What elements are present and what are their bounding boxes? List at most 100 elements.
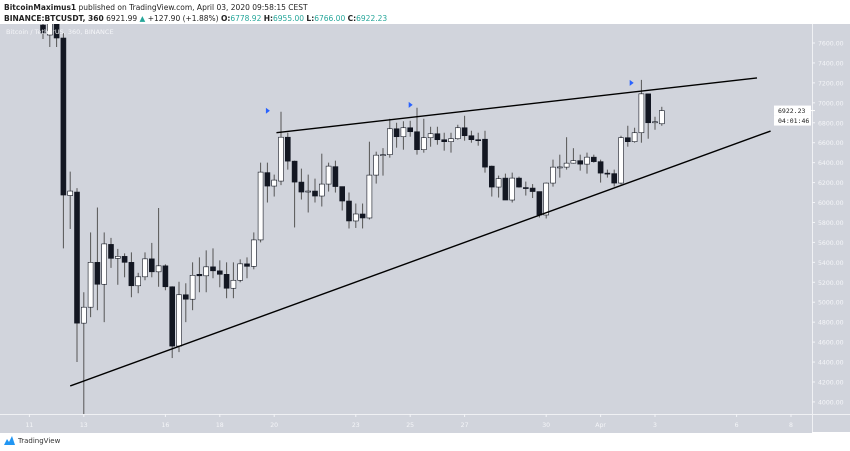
- candle-body: [60, 37, 67, 196]
- published-text: published on TradingView.com, April 03, …: [78, 3, 308, 12]
- last-price: 6921.99: [106, 14, 138, 23]
- candle-body: [251, 239, 257, 267]
- candle-body: [577, 160, 584, 165]
- open-value: 6778.92: [230, 14, 262, 23]
- close-value: 6922.23: [356, 14, 388, 23]
- last-price-label: 6922.23: [778, 107, 805, 115]
- high-value: 6955.00: [273, 14, 305, 23]
- candle-body: [264, 172, 271, 187]
- candle-body: [454, 127, 461, 140]
- price-chart[interactable]: 4000.00 4200.00 4400.00 4600.00 4800.00 5000.…: [0, 24, 850, 434]
- x-tick-label: Apr: [595, 422, 606, 429]
- candle-body: [169, 286, 175, 347]
- candle-body: [543, 182, 550, 216]
- x-tick-label: 30: [542, 422, 550, 429]
- candle-body: [230, 279, 237, 289]
- candle-body: [189, 275, 196, 300]
- candle-body: [352, 213, 359, 222]
- x-tick-label: 13: [80, 422, 88, 429]
- y-tick-label: 6200.00: [818, 180, 844, 187]
- x-tick-label: 3: [653, 422, 657, 429]
- brand-name[interactable]: TradingView: [18, 436, 61, 445]
- author-name[interactable]: BitcoinMaximus1: [4, 3, 77, 12]
- trendline: [69, 130, 771, 387]
- y-tick-label: 6600.00: [818, 140, 844, 147]
- y-tick-label: 6000.00: [818, 200, 844, 207]
- candle-body: [244, 263, 250, 267]
- candle-body: [631, 132, 638, 143]
- candle-body: [339, 186, 346, 202]
- candle-body: [556, 166, 563, 169]
- candle-body: [312, 190, 318, 197]
- candle-body: [522, 187, 529, 189]
- high-label: H:: [263, 14, 274, 23]
- footer: TradingView: [4, 436, 60, 445]
- y-tick-label: 6400.00: [818, 160, 844, 167]
- candle-body: [94, 262, 101, 285]
- candle-body: [162, 265, 169, 288]
- candle-body: [448, 138, 454, 143]
- candle-body: [590, 156, 597, 162]
- price-axis: [812, 24, 850, 432]
- candle-body: [291, 160, 298, 183]
- last-price-tag: [774, 105, 811, 116]
- candle-body: [87, 262, 94, 308]
- candle-body: [420, 137, 427, 150]
- candle-body: [203, 266, 209, 277]
- candle-body: [176, 294, 182, 347]
- candle-body: [652, 121, 658, 124]
- candle-body: [414, 131, 420, 150]
- candle-body: [346, 200, 352, 222]
- plot-background: [0, 24, 812, 414]
- candle-body: [332, 166, 339, 187]
- symbol: BINANCE:BTCUSDT, 360: [4, 14, 104, 23]
- y-tick-label: 5400.00: [818, 260, 844, 267]
- low-value: 6766.00: [314, 14, 346, 23]
- candle-body: [257, 171, 264, 241]
- x-tick-label: 25: [406, 422, 414, 429]
- y-tick-label: 5800.00: [818, 220, 844, 227]
- candle-body: [67, 190, 73, 196]
- candle-body: [488, 165, 495, 188]
- candle-body: [441, 139, 448, 143]
- candle-body: [570, 160, 577, 164]
- candle-body: [366, 174, 373, 219]
- y-tick-label: 5000.00: [818, 300, 844, 307]
- candle-body: [155, 265, 162, 273]
- y-tick-label: 7200.00: [818, 80, 844, 87]
- candle-body: [386, 128, 393, 155]
- candle-body: [468, 135, 475, 141]
- x-tick-label: 6: [735, 422, 739, 429]
- x-tick-label: 11: [25, 422, 33, 429]
- candle-body: [373, 154, 380, 176]
- candle-body: [509, 177, 516, 201]
- y-tick-label: 7600.00: [818, 41, 844, 48]
- candle-body: [638, 93, 645, 134]
- candle-body: [658, 110, 665, 125]
- x-tick-label: 27: [461, 422, 469, 429]
- y-tick-label: 4200.00: [818, 379, 844, 386]
- candle-body: [529, 187, 536, 192]
- candle-body: [359, 213, 366, 219]
- candle-body: [495, 178, 502, 188]
- x-tick-label: 18: [216, 422, 224, 429]
- candle-body: [196, 274, 203, 277]
- candle-body: [237, 263, 243, 281]
- y-tick-label: 4600.00: [818, 340, 844, 347]
- y-tick-label: 7400.00: [818, 60, 844, 67]
- candle-body: [46, 24, 53, 36]
- candle-body: [101, 243, 107, 285]
- candle-body: [278, 136, 284, 182]
- signal-marker-icon: [408, 101, 413, 108]
- candle-body: [183, 294, 189, 300]
- signal-marker-icon: [629, 79, 634, 86]
- plot-area: [40, 24, 771, 414]
- y-tick-label: 5200.00: [818, 280, 844, 287]
- countdown-tag: [774, 115, 811, 126]
- candle-body: [604, 172, 611, 175]
- candle-body: [393, 128, 400, 138]
- candle-body: [597, 161, 604, 174]
- candle-body: [53, 24, 60, 39]
- candle-body: [550, 166, 556, 184]
- candle-body: [584, 156, 590, 165]
